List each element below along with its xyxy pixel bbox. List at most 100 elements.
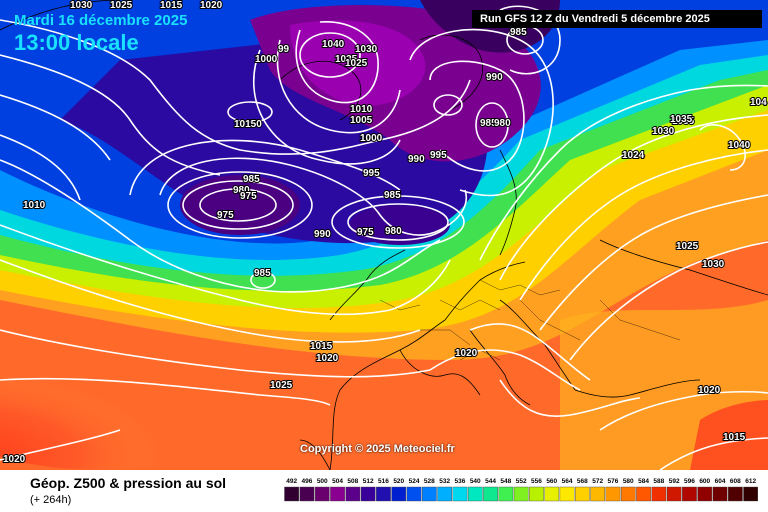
- footer: Géop. Z500 & pression au sol (+ 264h) 49…: [0, 470, 768, 512]
- copyright: Copyright © 2025 Meteociel.fr: [300, 443, 455, 455]
- legend-swatch: [376, 486, 391, 502]
- pressure-label: 1010: [350, 104, 373, 115]
- low-center-east: [350, 205, 450, 245]
- legend-swatch: [743, 486, 759, 502]
- lead-time: (+ 264h): [30, 494, 72, 506]
- legend-value: 608: [730, 478, 741, 485]
- legend-swatch: [498, 486, 514, 502]
- forecast-time: 13:00 locale: [14, 30, 139, 55]
- legend-value: 520: [393, 478, 404, 485]
- legend-value: 508: [347, 478, 358, 485]
- pressure-label: 985: [254, 268, 271, 279]
- legend-swatch: [437, 486, 453, 502]
- legend-value: 496: [302, 478, 313, 485]
- legend-swatch: [391, 486, 407, 502]
- legend-swatch: [728, 486, 743, 502]
- pressure-label: 995: [363, 168, 380, 179]
- legend-swatch: [529, 486, 544, 502]
- legend-value: 584: [638, 478, 649, 485]
- pressure-label: 975: [240, 191, 257, 202]
- legend-swatch: [483, 486, 498, 502]
- southeast-warm: [690, 400, 768, 470]
- pressure-label: 980: [494, 118, 511, 129]
- legend-value: 504: [332, 478, 343, 485]
- pressure-label: 985: [384, 190, 401, 201]
- pressure-label: 1035: [335, 54, 358, 65]
- legend-value: 560: [546, 478, 557, 485]
- legend-value: 564: [562, 478, 573, 485]
- isobars: [0, 5, 768, 470]
- legend-value: 572: [592, 478, 603, 485]
- legend-swatch: [544, 486, 560, 502]
- legend-swatch: [620, 486, 636, 502]
- pressure-label: 1025: [270, 380, 293, 391]
- pressure-label: 995: [430, 150, 447, 161]
- coastlines: [0, 0, 768, 470]
- pressure-label: 1020: [3, 454, 26, 465]
- pressure-label: 1030: [652, 126, 675, 137]
- pressure-label: 990: [408, 154, 425, 165]
- pressure-label: 1040: [322, 39, 345, 50]
- legend-swatch: [559, 486, 575, 502]
- legend-swatch: [651, 486, 667, 502]
- legend-value: 492: [286, 478, 297, 485]
- pressure-label: 104: [750, 97, 767, 108]
- legend-value: 528: [424, 478, 435, 485]
- pressure-label: 980: [233, 185, 250, 196]
- legend-swatch: [575, 486, 590, 502]
- pressure-label: 1020: [698, 385, 721, 396]
- pressure-label: 1025: [345, 58, 368, 69]
- legend-swatch: [284, 486, 300, 502]
- legend-value: 552: [516, 478, 527, 485]
- legend-swatch: [666, 486, 682, 502]
- pressure-label: 1015: [310, 341, 333, 352]
- legend-value: 500: [317, 478, 328, 485]
- legend-swatch: [605, 486, 621, 502]
- product-title: Géop. Z500 & pression au sol: [30, 475, 227, 491]
- pressure-label: 99: [278, 44, 290, 55]
- legend-value: 576: [608, 478, 619, 485]
- legend-value: 604: [715, 478, 726, 485]
- legend-swatch: [467, 486, 483, 502]
- legend-value: 596: [684, 478, 695, 485]
- forecast-date: Mardi 16 décembre 2025: [14, 12, 188, 29]
- legend-swatch: [712, 486, 728, 502]
- legend-swatch: [513, 486, 529, 502]
- legend-value: 524: [409, 478, 420, 485]
- legend-value: 588: [653, 478, 664, 485]
- pressure-label: 980: [385, 226, 402, 237]
- color-legend: 492 496 500 504 508 512 516 520 524 528 532 536 540 5…: [284, 478, 759, 502]
- legend-value: 532: [439, 478, 450, 485]
- run-info: Run GFS 12 Z du Vendredi 5 décembre 2025: [472, 10, 762, 28]
- pressure-label: 1025: [676, 241, 699, 252]
- pressure-label: 10150: [234, 119, 262, 130]
- pressure-label: 985: [480, 118, 497, 129]
- low-center-west: [180, 175, 300, 235]
- pressure-label: 1030: [355, 44, 378, 55]
- legend-swatch: [452, 486, 468, 502]
- legend-value: 600: [699, 478, 710, 485]
- pressure-label: 1040: [728, 140, 751, 151]
- legend-value: 544: [485, 478, 496, 485]
- pressure-label: 985: [510, 27, 527, 38]
- pressure-label: 975: [217, 210, 234, 221]
- legend-value: 516: [378, 478, 389, 485]
- pressure-label: 975: [357, 227, 374, 238]
- pressure-label: 1025: [110, 0, 133, 11]
- legend-swatch: [406, 486, 422, 502]
- pressure-label: 1015: [723, 432, 746, 443]
- legend-swatch: [421, 486, 437, 502]
- pressure-label: 1030: [702, 259, 725, 270]
- legend-swatch: [636, 486, 651, 502]
- legend-swatch: [330, 486, 345, 502]
- pressure-label: 1020: [455, 348, 478, 359]
- legend-swatch: [314, 486, 330, 502]
- legend-value: 536: [455, 478, 466, 485]
- pressure-label: 1020: [200, 0, 223, 11]
- legend-swatch: [682, 486, 697, 502]
- legend-swatch: [590, 486, 606, 502]
- legend-swatch: [697, 486, 713, 502]
- pressure-label: 1035: [672, 116, 695, 127]
- legend-value: 512: [363, 478, 374, 485]
- legend-value: 592: [669, 478, 680, 485]
